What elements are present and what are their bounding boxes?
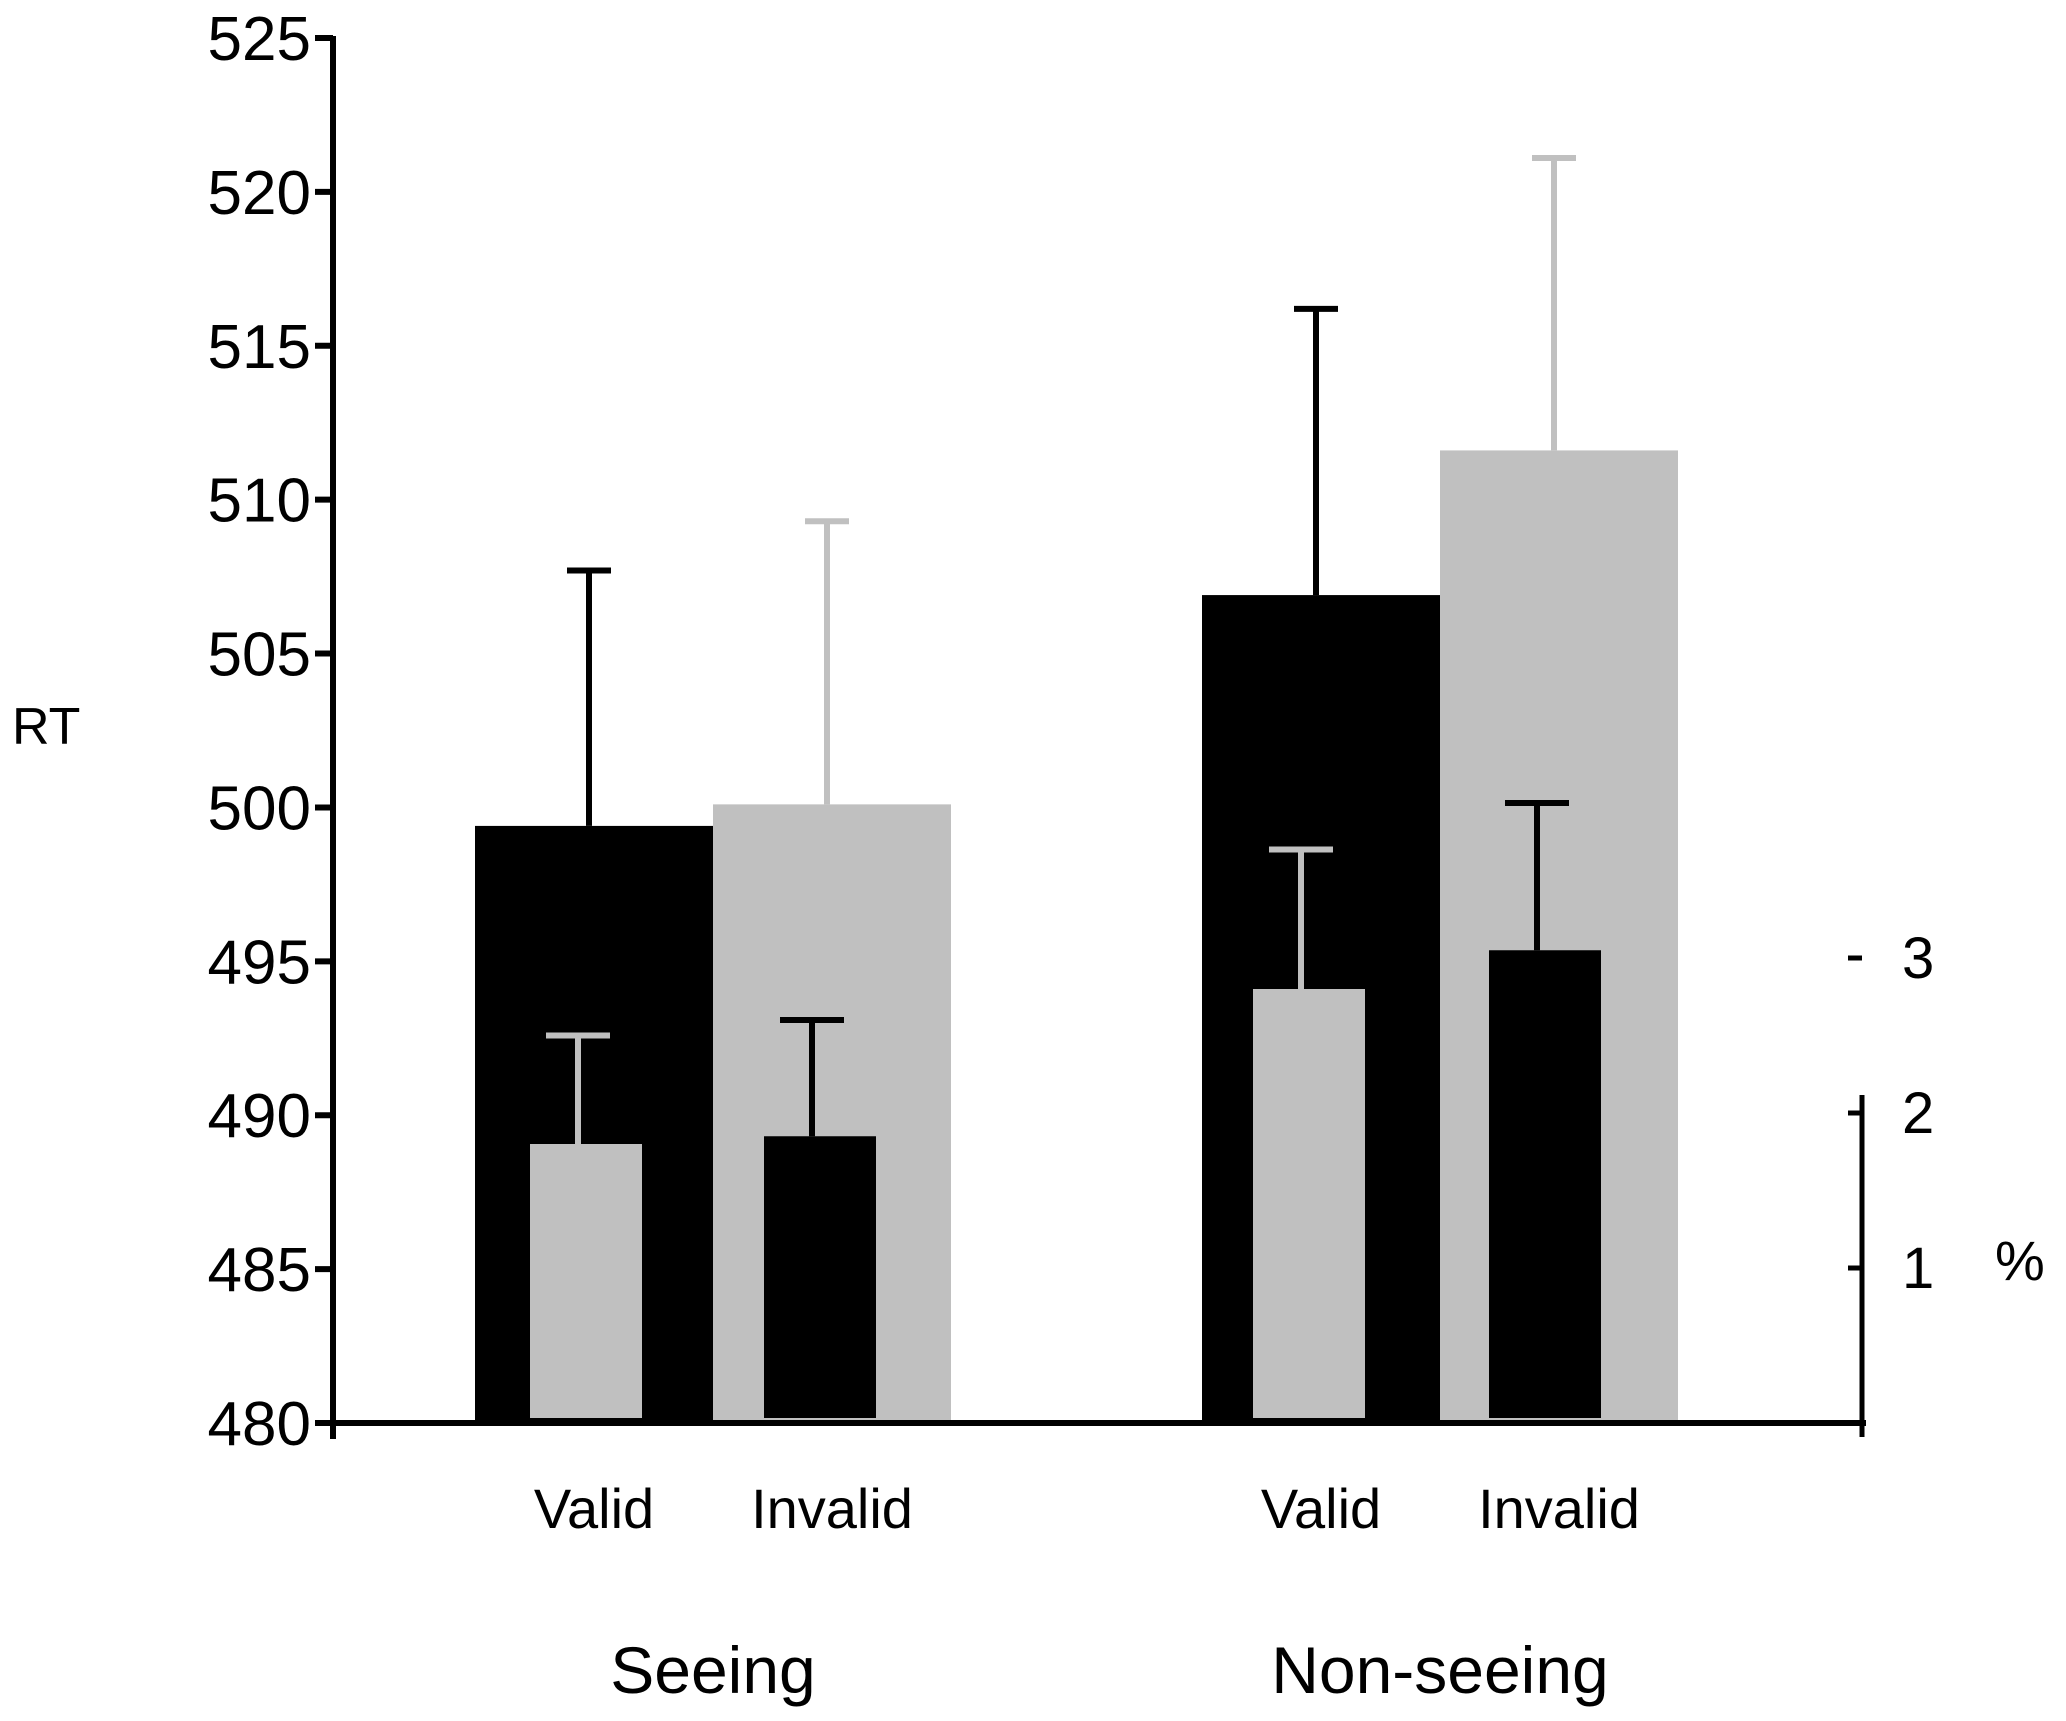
group-label-non-seeing: Non-seeing bbox=[1271, 1633, 1609, 1707]
error-tick-label-1: 1 bbox=[1902, 1236, 1934, 1301]
error-tick-label-3: 3 bbox=[1902, 926, 1934, 991]
rt-tick-label-500: 500 bbox=[208, 774, 311, 843]
error-bar-seeing-valid bbox=[530, 1144, 642, 1418]
rt-tick-label-505: 505 bbox=[208, 621, 311, 690]
group-label-seeing: Seeing bbox=[610, 1633, 816, 1707]
category-label-non-seeing-valid: Valid bbox=[1261, 1477, 1381, 1540]
error-bar-non-seeing-valid bbox=[1253, 989, 1365, 1418]
rt-tick-label-525: 525 bbox=[208, 5, 311, 74]
category-label-seeing-invalid: Invalid bbox=[751, 1477, 913, 1540]
rt-tick-label-520: 520 bbox=[208, 159, 311, 228]
rt-tick-label-495: 495 bbox=[208, 928, 311, 997]
rt-tick-label-515: 515 bbox=[208, 313, 311, 382]
category-label-non-seeing-invalid: Invalid bbox=[1478, 1477, 1640, 1540]
axes-layer bbox=[315, 35, 1866, 1439]
category-label-seeing-valid: Valid bbox=[534, 1477, 654, 1540]
bars-layer bbox=[475, 155, 1678, 1423]
rt-tick-label-490: 490 bbox=[208, 1082, 311, 1151]
labels-layer: RT % 525 520 515 510 505 500 495 490 485 480 3 2 1 Va… bbox=[12, 5, 2045, 1707]
rt-tick-label-485: 485 bbox=[208, 1236, 311, 1305]
rt-tick-label-480: 480 bbox=[208, 1390, 311, 1459]
rt-axis-label: RT bbox=[12, 698, 80, 756]
error-bar-seeing-invalid bbox=[764, 1136, 876, 1418]
error-tick-label-2: 2 bbox=[1902, 1081, 1934, 1146]
rt-tick-label-510: 510 bbox=[208, 467, 311, 536]
error-bar-non-seeing-invalid bbox=[1489, 950, 1601, 1418]
error-axis-label: % bbox=[1995, 1229, 2045, 1292]
